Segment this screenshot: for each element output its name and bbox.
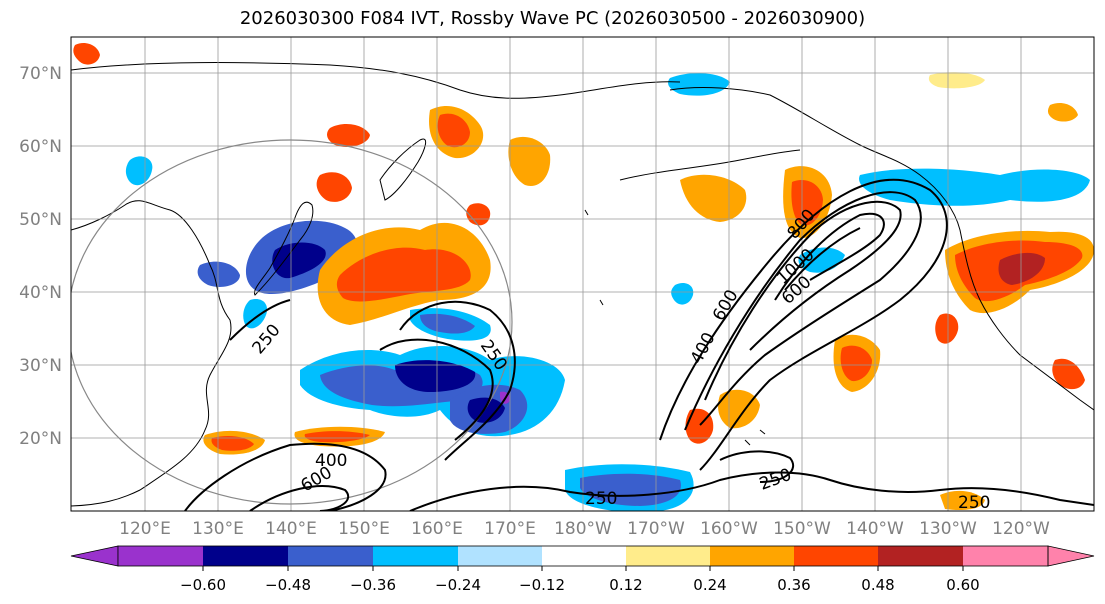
lat-label: 40°N: [19, 283, 62, 303]
colorbar-segment: [542, 546, 626, 566]
colorbar-segment: [118, 546, 203, 566]
colorbar-segment: [794, 546, 878, 566]
contour-label: 250: [585, 489, 617, 509]
colorbar-tick-label: 0.60: [946, 576, 979, 594]
lat-label: 60°N: [19, 137, 62, 157]
lon-label: 120°W: [992, 519, 1050, 539]
colorbar-tick-label: 0.24: [693, 576, 726, 594]
lon-label: 150°E: [338, 519, 390, 539]
colorbar-segment: [878, 546, 963, 566]
lon-label: 120°E: [119, 519, 171, 539]
contour-label: 250: [958, 493, 990, 513]
colorbar-extend-right: [1048, 546, 1094, 566]
colorbar-extend-left: [71, 546, 118, 566]
colorbar-segment: [626, 546, 710, 566]
lon-label: 160°E: [411, 519, 463, 539]
lat-label: 30°N: [19, 356, 62, 376]
colorbar-segment: [710, 546, 794, 566]
lon-label: 130°E: [192, 519, 244, 539]
map-figure: 250 400 600 800 1000 600 250 400 600 250…: [0, 0, 1105, 604]
lon-label: 140°E: [265, 519, 317, 539]
colorbar-segment: [373, 546, 458, 566]
colorbar-tick-label: −0.48: [265, 576, 311, 594]
colorbar-segment: [288, 546, 373, 566]
longitude-labels: 120°E 130°E 140°E 150°E 160°E 170°E 180°…: [119, 519, 1050, 539]
colorbar-segment: [203, 546, 288, 566]
colorbar-tick-label: −0.36: [350, 576, 396, 594]
lon-label: 130°W: [919, 519, 977, 539]
colorbar-ticks: [203, 566, 963, 571]
lon-label: 160°W: [700, 519, 758, 539]
lon-label: 170°E: [484, 519, 536, 539]
colorbar-segment: [963, 546, 1048, 566]
lat-label: 70°N: [19, 64, 62, 84]
lat-label: 20°N: [19, 429, 62, 449]
latitude-labels: 70°N 60°N 50°N 40°N 30°N 20°N: [19, 64, 62, 449]
lon-label: 150°W: [773, 519, 831, 539]
colorbar: −0.60 −0.48 −0.36 −0.24 −0.12 0.12 0.24 …: [71, 546, 1094, 594]
colorbar-tick-label: −0.24: [435, 576, 481, 594]
colorbar-segment: [458, 546, 542, 566]
colorbar-tick-label: 0.48: [861, 576, 894, 594]
lon-label: 170°W: [627, 519, 685, 539]
colorbar-tick-label: −0.60: [180, 576, 226, 594]
negative-anomaly-region: [859, 169, 1090, 206]
lon-label: 140°W: [846, 519, 904, 539]
lat-label: 50°N: [19, 210, 62, 230]
lon-label: 180°W: [554, 519, 612, 539]
colorbar-tick-label: −0.12: [519, 576, 565, 594]
colorbar-tick-label: 0.12: [609, 576, 642, 594]
colorbar-tick-label: 0.36: [777, 576, 810, 594]
